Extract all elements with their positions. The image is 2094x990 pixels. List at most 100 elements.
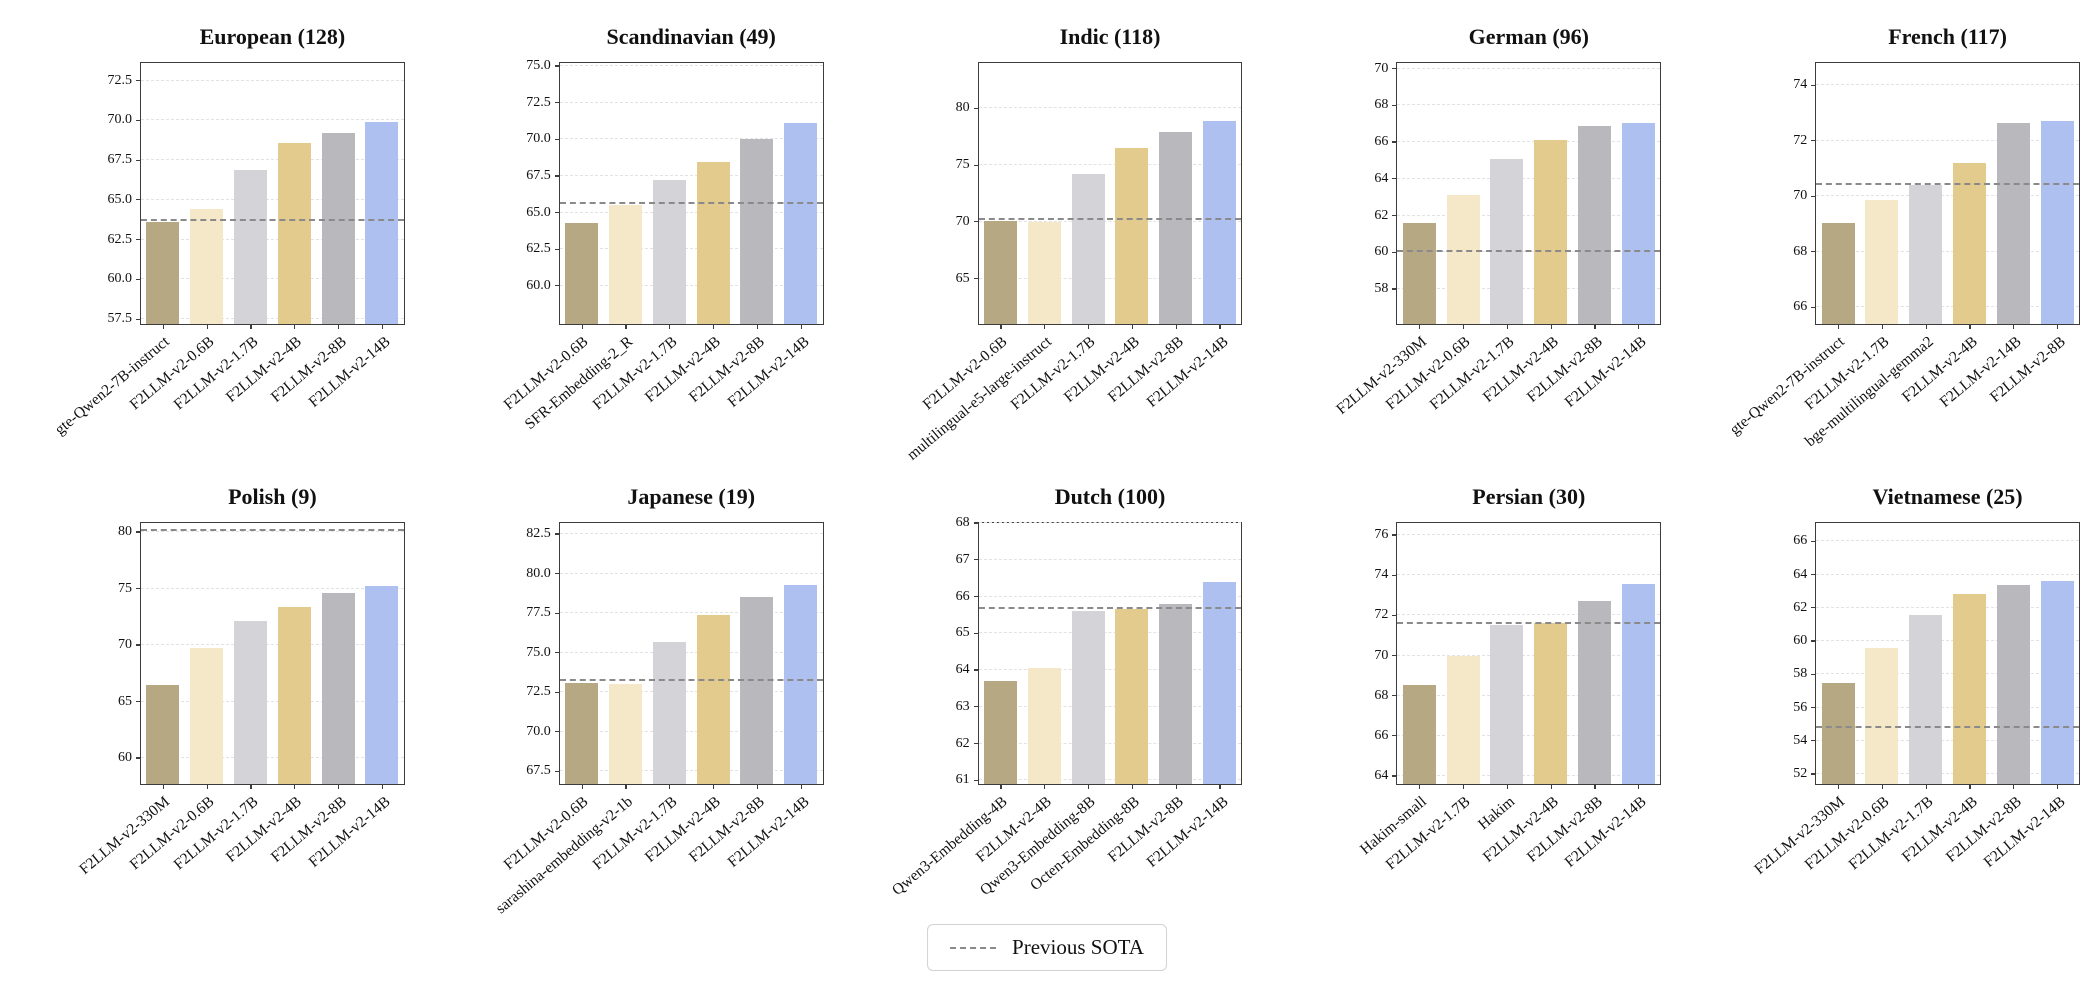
y-tick-mark — [973, 221, 979, 223]
y-tick-label: 62 — [1374, 207, 1389, 223]
gridline — [1816, 139, 2079, 141]
gridline — [1816, 640, 2079, 642]
x-tick-label: F2LLM-v2-1.7B — [588, 793, 681, 874]
bar-f2llm-v2-0-6b — [190, 208, 224, 324]
y-tick-label: 64 — [1374, 170, 1389, 186]
y-tick-label: 72 — [1793, 132, 1808, 148]
y-tick-mark — [1811, 540, 1817, 542]
x-tick-mark — [1088, 324, 1090, 329]
x-tick-label: Qwen3-Embedding-4B — [888, 793, 1011, 899]
x-tick-label: F2LLM-v2-0.6B — [126, 793, 218, 874]
x-tick-label: F2LLM-v2-4B — [1060, 333, 1143, 406]
gridline — [141, 587, 404, 589]
x-tick-mark — [1838, 784, 1840, 789]
gridline — [1397, 694, 1661, 696]
y-tick-mark — [1392, 141, 1398, 143]
bar-sfr-embedding-2-r — [609, 205, 642, 324]
x-tick-mark — [1638, 784, 1640, 789]
bar-f2llm-v2-0-6b — [565, 222, 599, 324]
y-tick-mark — [136, 159, 141, 161]
x-tick-mark — [162, 784, 165, 789]
bar-f2llm-v2-330m — [146, 684, 180, 784]
chart-title: European (128) — [199, 24, 346, 49]
y-tick-mark — [554, 533, 560, 535]
y-tick-mark — [554, 248, 560, 250]
x-tick-label: F2LLM-v2-8B — [1942, 793, 2025, 866]
y-tick-mark — [1811, 673, 1817, 675]
y-tick-label: 64 — [1793, 566, 1808, 582]
bar-octen-embedding-8b — [1115, 609, 1149, 784]
gridline — [978, 220, 1242, 222]
x-tick-mark — [1088, 784, 1090, 789]
y-tick-mark — [1811, 706, 1817, 709]
bar-f2llm-v2-0-6b — [984, 220, 1017, 324]
y-tick-mark — [1392, 67, 1398, 70]
x-tick-label: F2LLM-v2-1.7B — [588, 333, 681, 414]
y-tick-label: 75 — [118, 580, 132, 596]
x-tick-label: F2LLM-v2-1.7B — [1382, 793, 1474, 874]
gridline — [1397, 654, 1661, 656]
chart-title: French (117) — [1888, 24, 2007, 49]
previous-sota-line — [1816, 183, 2079, 186]
chart-german-96: German (96) 58 60 62 64 66 68 70 F2LLM-v2-330M F2… — [1256, 0, 1675, 460]
y-tick-mark — [1811, 607, 1817, 609]
x-tick-label: bge-multilingual-gemma2 — [1801, 333, 1937, 451]
y-tick-label: 67.5 — [526, 167, 551, 183]
gridline — [978, 277, 1242, 279]
y-tick-mark — [554, 652, 560, 654]
y-tick-label: 60 — [1793, 633, 1808, 649]
x-tick-mark — [1881, 784, 1884, 789]
x-tick-label: F2LLM-v2-0.6B — [500, 793, 592, 874]
y-tick-label: 75 — [955, 157, 970, 173]
y-tick-label: 62.5 — [107, 231, 133, 247]
bar-f2llm-v2-4b — [1953, 162, 1986, 324]
chart-dutch-100: Dutch (100) 61 62 63 64 65 66 67 68 Qwen3-Embeddi… — [838, 460, 1257, 990]
x-tick-label: F2LLM-v2-1.7B — [1426, 333, 1518, 414]
chart-title: Japanese (19) — [627, 484, 756, 509]
gridline — [559, 174, 823, 176]
gridline — [978, 595, 1242, 597]
bar-hakim — [1490, 625, 1524, 784]
bar-f2llm-v2-1-7b — [1446, 655, 1480, 784]
gridline — [559, 612, 823, 614]
bar-f2llm-v2-4b — [1534, 140, 1568, 324]
x-tick-mark — [1175, 784, 1177, 789]
x-tick-mark — [1969, 784, 1971, 789]
gridline — [559, 730, 823, 732]
y-tick-mark — [1811, 573, 1817, 576]
plot-area: 64 66 68 70 72 74 76 — [1374, 522, 1662, 789]
previous-sota-line — [1816, 726, 2079, 729]
y-tick-mark — [1392, 534, 1398, 536]
gridline — [1397, 774, 1661, 776]
plot-area: 57.5 60.0 62.5 65.0 67.5 70.0 72.5 — [108, 62, 405, 329]
y-tick-label: 74 — [1793, 77, 1808, 93]
y-tick-mark — [973, 522, 979, 524]
x-tick-label: F2LLM-v2-0.6B — [126, 333, 218, 414]
gridline — [559, 248, 823, 250]
gridline — [141, 531, 404, 533]
x-tick-label: F2LLM-v2-8B — [686, 333, 769, 406]
y-tick-mark — [973, 742, 979, 745]
plot-area: 52 54 56 58 60 62 64 66 — [1793, 522, 2080, 789]
bar-f2llm-v2-0-6b — [565, 682, 599, 784]
y-tick-mark — [973, 278, 979, 280]
x-tick-label: F2LLM-v2-4B — [1898, 333, 1981, 406]
bar-gte-qwen2-7b-instruct — [146, 222, 180, 324]
y-tick-mark — [136, 700, 141, 703]
y-tick-mark — [973, 706, 979, 708]
y-tick-label: 65 — [118, 693, 132, 709]
y-tick-label: 77.5 — [526, 605, 551, 621]
bar-f2llm-v2-330m — [1402, 222, 1436, 324]
y-tick-label: 66 — [1374, 134, 1389, 150]
y-tick-label: 66 — [1793, 533, 1808, 549]
gridline — [978, 669, 1242, 671]
gridline — [559, 691, 823, 693]
gridline — [559, 284, 823, 286]
gridline — [559, 101, 823, 103]
y-tick-mark — [1811, 140, 1817, 142]
gridline — [1397, 67, 1661, 69]
x-tick-label: F2LLM-v2-8B — [1104, 793, 1188, 866]
y-tick-label: 75.0 — [526, 644, 551, 660]
chart-title: Persian (30) — [1472, 484, 1586, 509]
bar-qwen3-embedding-4b — [984, 681, 1017, 784]
